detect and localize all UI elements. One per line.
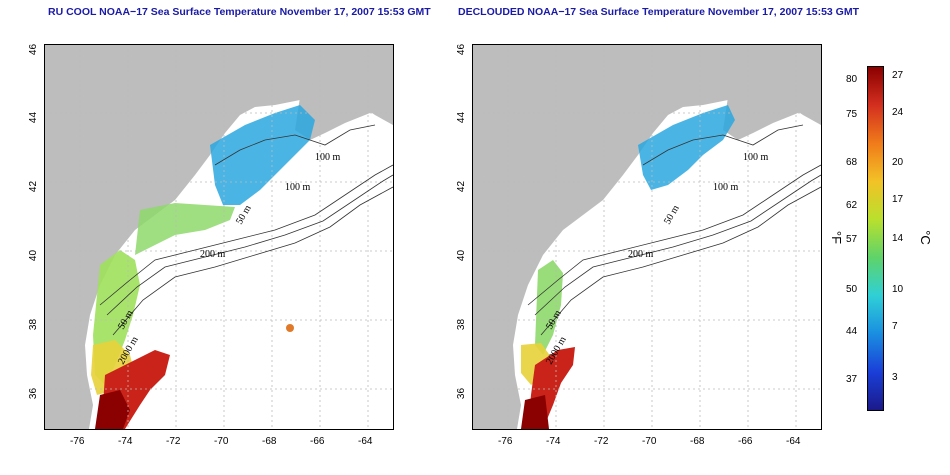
right-map-panel: 100 m 100 m 50 m 200 m 50 m 2000 m <box>472 44 822 430</box>
celsius-tick: 14 <box>892 233 904 244</box>
fahrenheit-tick: 75 <box>846 109 858 120</box>
lat-label: 38 <box>456 318 468 331</box>
fahrenheit-unit-label: °F <box>829 230 845 245</box>
nova-scotia <box>295 60 393 140</box>
celsius-tick: 27 <box>892 70 904 81</box>
right-map-svg: 100 m 100 m 50 m 200 m 50 m 2000 m <box>473 45 821 429</box>
gulf-of-maine-sst <box>638 105 735 190</box>
contour-label: 200 m <box>200 249 226 260</box>
lat-label: 42 <box>456 180 468 193</box>
lat-label: 40 <box>28 249 40 262</box>
shelf-sst-green <box>135 203 235 255</box>
lat-label: 36 <box>28 387 40 400</box>
land-mass <box>45 45 393 429</box>
fahrenheit-tick: 57 <box>846 234 858 245</box>
right-map-title: DECLOUDED NOAA−17 Sea Surface Temperatur… <box>458 6 859 18</box>
lat-label: 44 <box>28 111 40 124</box>
contour-label: 100 m <box>743 152 769 163</box>
lat-label: 38 <box>28 318 40 331</box>
lon-label: -64 <box>358 436 373 447</box>
lat-label: 46 <box>456 43 468 56</box>
fahrenheit-tick: 50 <box>846 284 858 295</box>
fahrenheit-tick: 62 <box>846 200 858 211</box>
lon-label: -66 <box>738 436 753 447</box>
lon-label: -64 <box>786 436 801 447</box>
contour-label: 200 m <box>628 249 654 260</box>
fahrenheit-tick: 37 <box>846 374 858 385</box>
lat-label: 36 <box>456 387 468 400</box>
lon-label: -74 <box>118 436 133 447</box>
contour-label: 100 m <box>285 182 311 193</box>
fahrenheit-tick: 44 <box>846 326 858 337</box>
lon-label: -68 <box>262 436 277 447</box>
gulf-of-maine-sst <box>210 105 315 205</box>
bathymetry-contours <box>527 124 821 336</box>
lon-label: -68 <box>690 436 705 447</box>
graticule <box>473 45 821 429</box>
lon-label: -74 <box>546 436 561 447</box>
lon-label: -72 <box>594 436 609 447</box>
left-map-title: RU COOL NOAA−17 Sea Surface Temperature … <box>48 6 431 18</box>
contour-label: 50 m <box>234 203 254 226</box>
celsius-tick: 7 <box>892 321 898 332</box>
celsius-tick: 24 <box>892 107 904 118</box>
left-map-panel: 100 m 100 m 50 m 200 m 50 m 2000 m <box>44 44 394 430</box>
temperature-colorbar <box>867 66 884 411</box>
gulf-stream-sst-darkred <box>95 390 130 429</box>
celsius-unit-label: °C <box>917 230 933 245</box>
bathymetry-contours <box>99 124 393 336</box>
lon-label: -76 <box>70 436 85 447</box>
land-mass <box>473 45 821 429</box>
contour-label: 100 m <box>315 152 341 163</box>
contour-label: 100 m <box>713 182 739 193</box>
lat-label: 40 <box>456 249 468 262</box>
fahrenheit-tick: 68 <box>846 157 858 168</box>
celsius-tick: 17 <box>892 194 904 205</box>
nova-scotia <box>723 60 821 140</box>
left-map-svg: 100 m 100 m 50 m 200 m 50 m 2000 m <box>45 45 393 429</box>
fahrenheit-tick: 80 <box>846 74 858 85</box>
celsius-tick: 20 <box>892 157 904 168</box>
celsius-tick: 3 <box>892 372 898 383</box>
lon-label: -66 <box>310 436 325 447</box>
graticule <box>45 45 393 429</box>
lon-label: -70 <box>214 436 229 447</box>
celsius-tick: 10 <box>892 284 904 295</box>
gulf-stream-sst-darkred <box>521 395 549 429</box>
warm-eddy <box>286 324 294 332</box>
lon-label: -70 <box>642 436 657 447</box>
lat-label: 42 <box>28 180 40 193</box>
lon-label: -72 <box>166 436 181 447</box>
contour-label: 50 m <box>662 203 682 226</box>
midatlantic-sst <box>535 260 563 355</box>
lat-label: 46 <box>28 43 40 56</box>
lat-label: 44 <box>456 111 468 124</box>
lon-label: -76 <box>498 436 513 447</box>
